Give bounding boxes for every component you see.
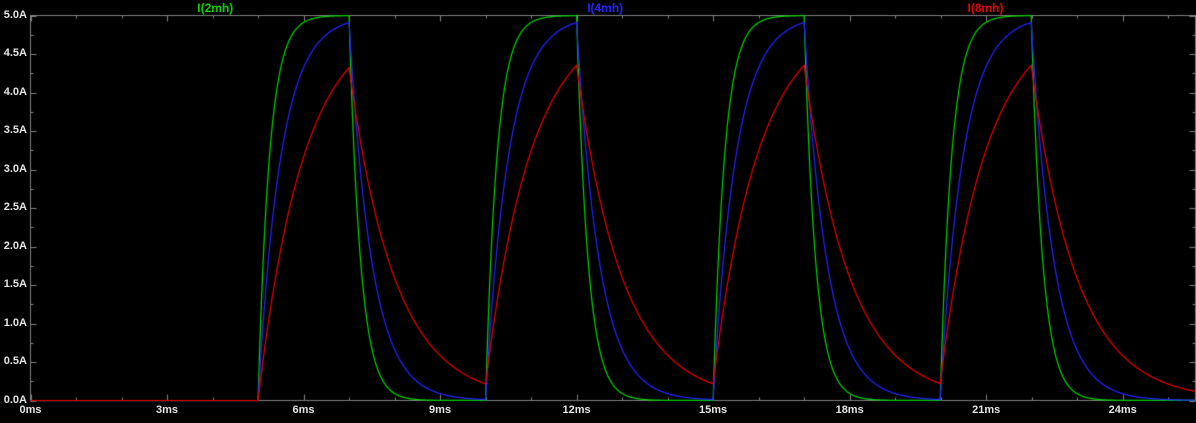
x-axis-tick-label: 0ms bbox=[19, 404, 42, 416]
x-axis-tick-label: 24ms bbox=[1108, 404, 1137, 416]
trace-label-i4mh[interactable]: I(4mh) bbox=[587, 1, 624, 15]
x-axis-tick-label: 12ms bbox=[562, 404, 591, 416]
y-axis-tick-label: 4.5A bbox=[3, 47, 27, 59]
trace-label-i8mh[interactable]: I(8mh) bbox=[967, 1, 1004, 15]
x-axis-tick-label: 18ms bbox=[835, 404, 864, 416]
y-axis-tick-label: 1.5A bbox=[3, 278, 27, 290]
y-axis-tick-label: 2.5A bbox=[3, 201, 27, 213]
x-axis-tick-label: 21ms bbox=[972, 404, 1001, 416]
y-axis-tick-label: 4.0A bbox=[3, 85, 27, 98]
y-axis-tick-label: 3.0A bbox=[3, 162, 27, 175]
y-axis-tick-label: 1.0A bbox=[3, 316, 27, 329]
x-axis-tick-label: 3ms bbox=[156, 404, 179, 416]
y-axis-tick-label: 0.0A bbox=[3, 393, 27, 406]
x-axis-tick-label: 6ms bbox=[292, 404, 315, 416]
y-axis-tick-label: 3.5A bbox=[3, 124, 27, 136]
y-axis-tick-label: 2.0A bbox=[3, 239, 27, 252]
x-axis-tick-label: 15ms bbox=[699, 404, 728, 416]
x-axis-tick-label: 9ms bbox=[429, 404, 452, 416]
y-axis-tick-label: 5.0A bbox=[3, 8, 27, 21]
y-axis-tick-label: 0.5A bbox=[3, 355, 27, 367]
trace-label-i2mh[interactable]: I(2mh) bbox=[197, 1, 234, 15]
